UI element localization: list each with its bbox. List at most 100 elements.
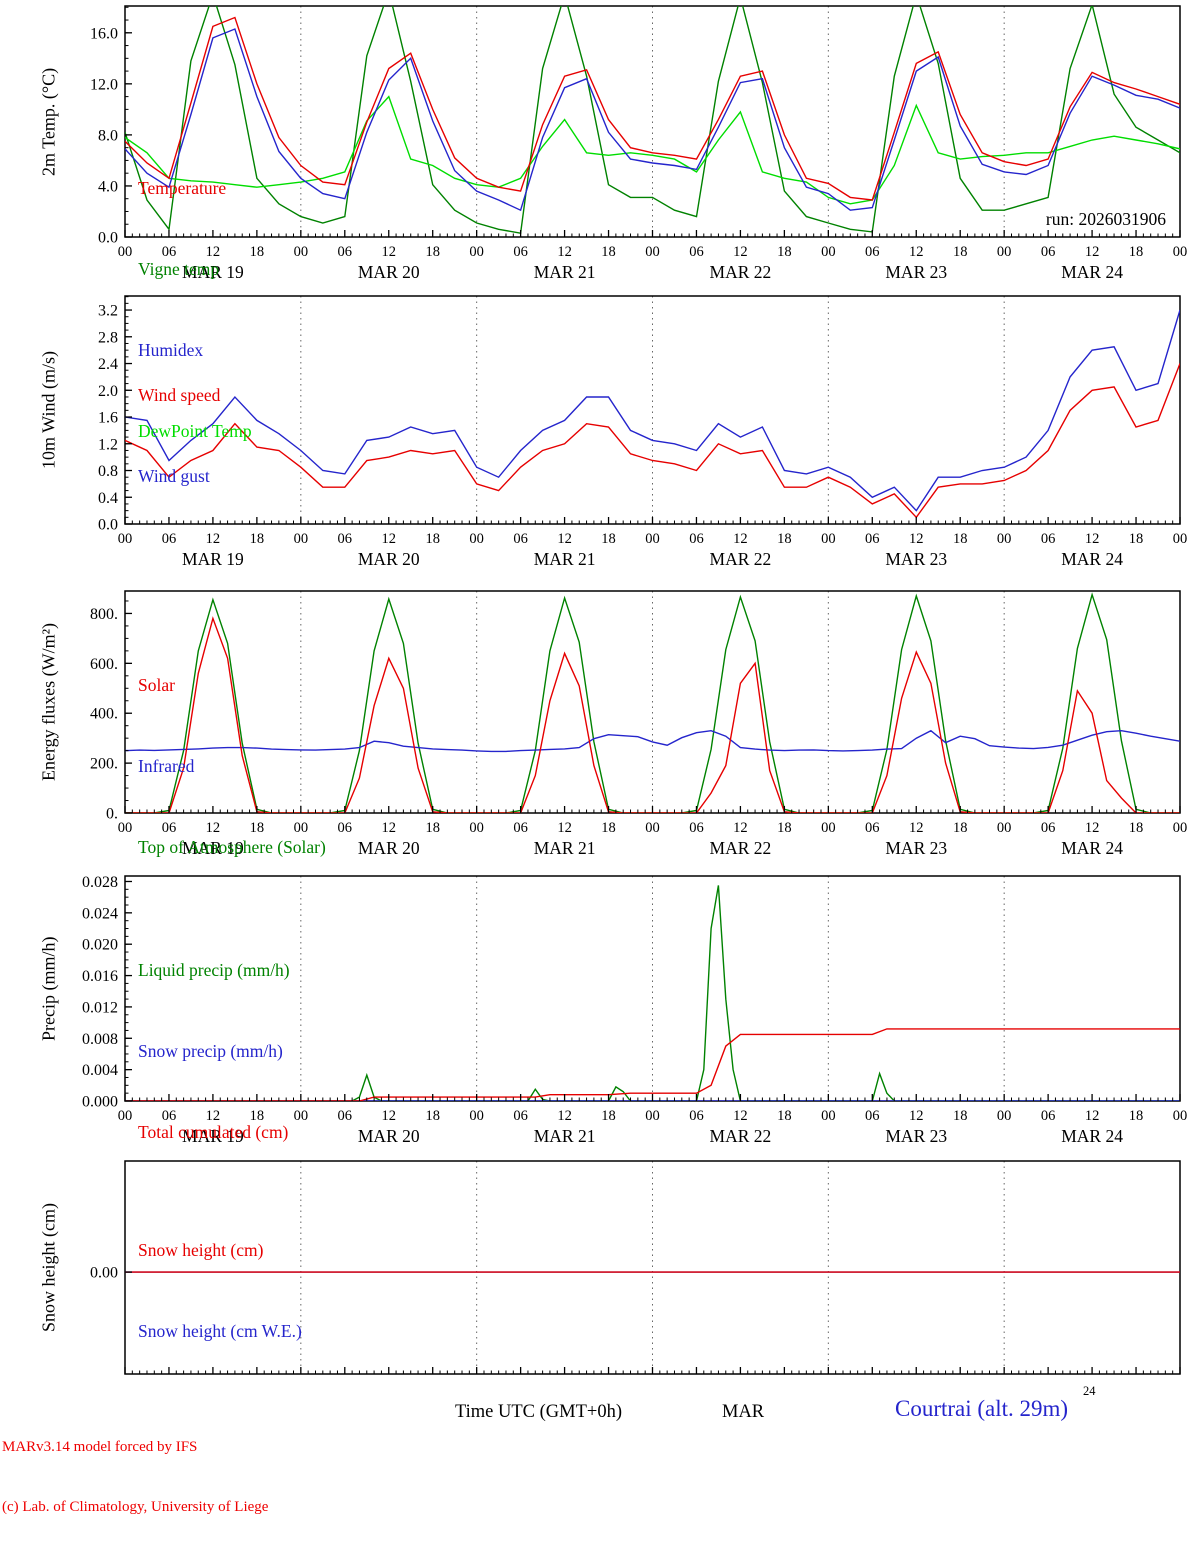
panel-1: 0.0 4.0 8.0 12.0 16.0 00 06 12 18 00 06 12 18 00 06 12 1… [90, 5, 1187, 282]
hour-tick-label: 00 [997, 531, 1012, 547]
hour-tick-label: 06 [162, 244, 177, 260]
series-vigne-temp-line [125, 6, 1180, 235]
series-wind-gust-line [125, 309, 1180, 512]
hour-tick-label: 12 [382, 820, 397, 836]
y-tick-label: 0.028 [82, 874, 118, 891]
y-tick-label: 0.012 [82, 999, 118, 1016]
hour-tick-label: 00 [294, 1108, 309, 1124]
hour-tick-label: 00 [645, 1108, 660, 1124]
hour-tick-label: 06 [338, 531, 353, 547]
y-tick-label: 2.4 [98, 356, 118, 373]
y-tick-label: 0.004 [82, 1062, 118, 1079]
y-tick-label: 0.00 [90, 1265, 118, 1282]
hour-tick-label: 18 [1129, 820, 1144, 836]
legend-solar: Solar [138, 675, 175, 695]
panel4-legend: Liquid precip (mm/h) Snow precip (mm/h) … [138, 903, 290, 1200]
series-wind-speed-line [125, 363, 1180, 519]
legend-infrared: Infrared [138, 756, 195, 776]
hour-tick-label: 12 [733, 820, 748, 836]
legend-snow-height: Snow height (cm) [138, 1240, 264, 1260]
y-tick-label: 3.2 [98, 303, 118, 320]
hour-tick-label: 00 [469, 1108, 484, 1124]
legend-snow-precip: Snow precip (mm/h) [138, 1041, 283, 1061]
hour-tick-label: 12 [382, 1108, 397, 1124]
hour-tick-label: 06 [513, 820, 528, 836]
y-axis-label-snow: Snow height (cm) [38, 1203, 59, 1332]
hour-tick-label: 12 [382, 244, 397, 260]
hour-tick-label: 12 [909, 820, 924, 836]
hour-tick-label: 18 [250, 820, 265, 836]
hour-tick-label: 06 [1041, 244, 1056, 260]
hour-tick-label: 12 [557, 820, 572, 836]
hour-tick-label: 00 [645, 820, 660, 836]
series-total-cumulated-line [125, 1028, 1180, 1101]
day-label: MAR 23 [885, 549, 947, 569]
hour-tick-label: 00 [821, 1108, 836, 1124]
hour-tick-label: 18 [777, 244, 792, 260]
day-label: MAR 23 [885, 1126, 947, 1146]
hour-tick-label: 18 [425, 531, 440, 547]
day-label: MAR 24 [1061, 549, 1123, 569]
hour-tick-label: 00 [645, 244, 660, 260]
hour-tick-label: 12 [733, 1108, 748, 1124]
hour-tick-label: 12 [557, 531, 572, 547]
panel-3: 0. 200. 400. 600. 800. 00 06 12 18 00 06 12 18 00 06 12… [90, 590, 1188, 858]
hour-tick-label: 00 [821, 531, 836, 547]
hour-tick-label: 00 [469, 820, 484, 836]
hour-tick-label: 00 [469, 531, 484, 547]
hour-tick-label: 06 [689, 244, 704, 260]
axis-end-label: 24 [1083, 1384, 1096, 1398]
legend-liquid-precip: Liquid precip (mm/h) [138, 960, 290, 980]
weather-model-page: 0.0 4.0 8.0 12.0 16.0 00 06 12 18 00 06 12 18 00 06 12 1… [2, 5, 1188, 1515]
hour-tick-label: 00 [1173, 1108, 1188, 1124]
hour-tick-label: 18 [425, 820, 440, 836]
hour-tick-label: 00 [294, 820, 309, 836]
day-label: MAR 19 [182, 838, 244, 858]
day-label: MAR 21 [534, 838, 596, 858]
y-tick-label: 16.0 [90, 25, 118, 42]
legend-temperature: Temperature [138, 178, 227, 198]
hour-tick-label: 06 [1041, 820, 1056, 836]
hour-tick-label: 12 [557, 1108, 572, 1124]
footer-model-line: MARv3.14 model forced by IFS [2, 1439, 198, 1455]
day-label: MAR 20 [358, 262, 420, 282]
panel3-legend: Solar Infrared Top of Atmosphere (Solar) [138, 618, 326, 915]
hour-tick-label: 18 [1129, 1108, 1144, 1124]
hour-tick-label: 00 [821, 820, 836, 836]
hour-tick-label: 18 [953, 531, 968, 547]
day-label: MAR 22 [710, 838, 772, 858]
hour-tick-label: 00 [118, 531, 133, 547]
hour-tick-label: 06 [162, 1108, 177, 1124]
hour-tick-label: 18 [250, 1108, 265, 1124]
hour-tick-label: 06 [689, 820, 704, 836]
hour-tick-label: 18 [777, 531, 792, 547]
y-tick-label: 0. [106, 806, 118, 823]
day-label: MAR 20 [358, 1126, 420, 1146]
hour-tick-label: 12 [206, 1108, 221, 1124]
hour-tick-label: 18 [425, 244, 440, 260]
hour-tick-label: 00 [997, 1108, 1012, 1124]
y-tick-label: 0.016 [82, 968, 118, 985]
x-axis-title: Time UTC (GMT+0h) [455, 1402, 623, 1422]
hour-tick-label: 06 [689, 531, 704, 547]
y-tick-label: 0.4 [98, 490, 118, 507]
y-tick-label: 600. [90, 656, 118, 673]
hour-tick-label: 06 [865, 531, 880, 547]
y-tick-label: 0.0 [98, 517, 118, 534]
day-label: MAR 24 [1061, 838, 1123, 858]
panel-5: 0.00 [90, 1160, 1181, 1375]
hour-tick-label: 12 [733, 244, 748, 260]
hour-tick-label: 00 [1173, 820, 1188, 836]
hour-tick-label: 12 [733, 531, 748, 547]
hour-tick-label: 06 [689, 1108, 704, 1124]
hour-tick-label: 00 [1173, 531, 1188, 547]
hour-tick-label: 06 [865, 244, 880, 260]
day-label: MAR 19 [182, 549, 244, 569]
day-label: MAR 22 [710, 549, 772, 569]
hour-tick-label: 18 [953, 244, 968, 260]
hour-tick-label: 12 [1085, 531, 1100, 547]
day-label: MAR 22 [710, 262, 772, 282]
hour-tick-label: 00 [294, 531, 309, 547]
day-label: MAR 19 [182, 1126, 244, 1146]
y-tick-label: 1.2 [98, 436, 118, 453]
